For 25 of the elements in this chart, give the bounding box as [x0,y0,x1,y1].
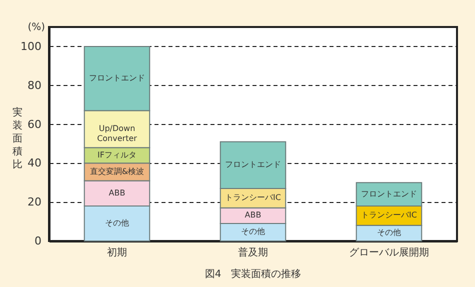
series-label: 直交変調&検波 [90,166,144,176]
text: 図4 実装面積の推移 [204,268,302,280]
text: フロントエンド [225,160,281,170]
series-label: IFフィルタ [98,150,136,160]
text: フロントエンド [361,189,417,198]
y-tick-label: 100 [20,40,42,53]
text: (%) [28,22,46,33]
x-tick-label: グローバル展開期 [349,246,429,258]
series-label: Up/Down Converter [97,124,138,144]
y-tick-label: 40 [28,156,42,170]
y-axis-title: 実装面積比 [12,106,22,170]
text: トランシーバIC [361,210,417,220]
series-label: ABB [244,210,262,220]
text: その他 [241,227,265,236]
text: ABB [108,188,126,198]
text: その他 [105,218,129,228]
y-tick-label: 60 [28,118,42,131]
y-tick-label: 20 [28,196,42,209]
series-label: その他 [377,228,401,238]
x-tick-label: 初期 [107,246,127,258]
series-label: フロントエンド [89,74,145,83]
x-tick-label: 普及期 [238,246,268,258]
series-label: トランシーバIC [225,193,282,202]
y-tick-label: 80 [28,78,42,92]
y-tick-label: 0 [34,234,42,248]
